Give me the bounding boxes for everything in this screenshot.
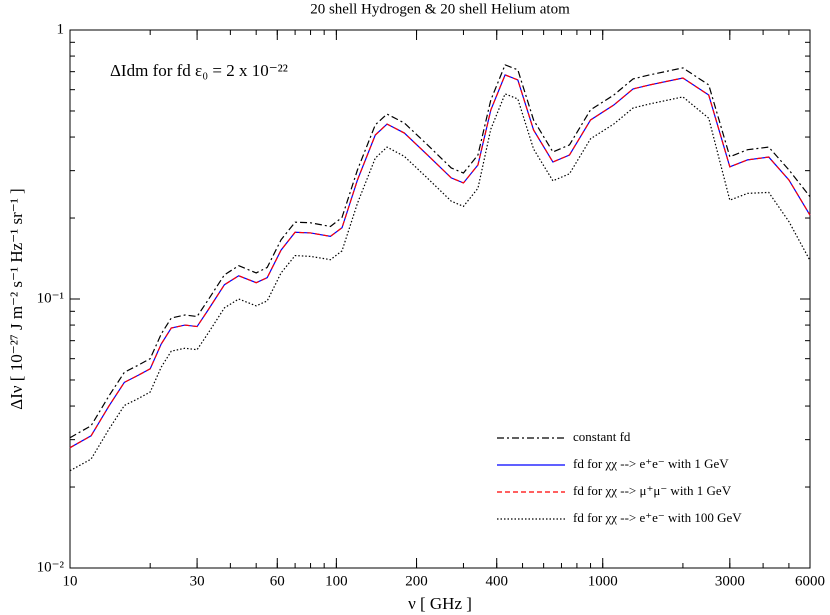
x-tick-label: 1000: [588, 573, 618, 589]
y-tick-label: 1: [57, 21, 65, 37]
legend-label: constant fd: [573, 429, 631, 444]
annotation: ΔIdm for fd ε₀ = 2 x 10⁻²²: [110, 61, 288, 80]
x-tick-label: 30: [190, 573, 205, 589]
series-line: [69, 74, 811, 449]
legend-label: fd for χχ --> e⁺e⁻ with 100 GeV: [573, 510, 742, 525]
series-line: [69, 64, 811, 439]
y-tick-label: 10⁻²: [37, 559, 65, 575]
x-tick-label: 3000: [715, 573, 745, 589]
x-tick-label: 60: [270, 573, 285, 589]
series-line: [69, 93, 811, 472]
x-axis-label: ν [ GHz ]: [408, 594, 472, 613]
y-tick-label: 10⁻¹: [37, 290, 64, 306]
x-tick-label: 200: [405, 573, 428, 589]
x-tick-label: 400: [485, 573, 508, 589]
series-line: [69, 74, 811, 449]
y-axis-label: ΔIν [ 10⁻²⁷ J m⁻² s⁻¹ Hz⁻¹ sr⁻¹ ]: [7, 188, 26, 409]
x-tick-label: 10: [63, 573, 78, 589]
x-tick-label: 6000: [795, 573, 825, 589]
legend-label: fd for χχ --> e⁺e⁻ with 1 GeV: [573, 456, 729, 471]
x-tick-label: 100: [325, 573, 348, 589]
chart-title: 20 shell Hydrogen & 20 shell Helium atom: [310, 1, 570, 17]
legend-label: fd for χχ --> μ⁺μ⁻ with 1 GeV: [573, 483, 732, 498]
